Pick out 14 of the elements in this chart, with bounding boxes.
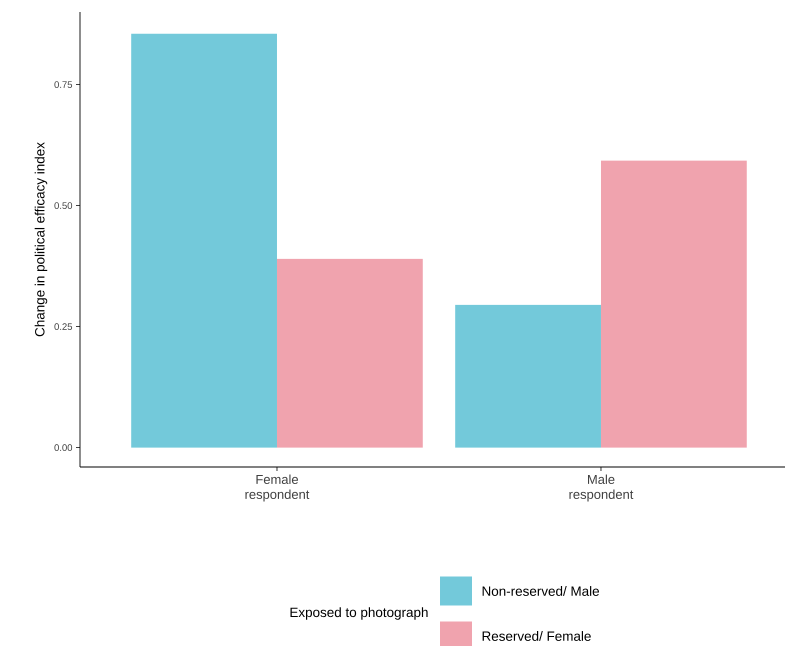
- x-tick-label: Male respondent: [569, 474, 634, 502]
- legend-label: Reserved/ Female: [482, 631, 591, 641]
- y-axis-title: Change in political efficacy index: [34, 142, 48, 336]
- bar: [131, 34, 277, 448]
- bar: [600, 160, 747, 448]
- y-tick-label: 0.75: [54, 81, 72, 88]
- y-tick-label: 0.00: [54, 444, 72, 451]
- bar: [455, 304, 601, 448]
- y-tick-label: 0.50: [54, 202, 72, 209]
- bar: [276, 258, 423, 448]
- legend-title: Exposed to photograph: [290, 607, 428, 620]
- x-tick-label: Female respondent: [245, 474, 310, 502]
- legend-label: Non-reserved/ Male: [482, 586, 600, 596]
- y-tick-label: 0.25: [54, 323, 72, 330]
